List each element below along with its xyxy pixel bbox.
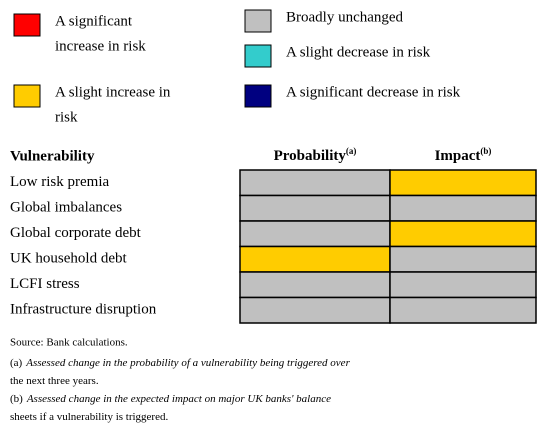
legend-label: Broadly unchanged <box>286 9 404 25</box>
legend-swatch <box>13 84 41 108</box>
footnote-marker: (b) <box>10 393 23 405</box>
row-label: UK household debt <box>10 251 127 267</box>
risk-cell <box>239 194 391 222</box>
row-label: Global imbalances <box>10 200 122 216</box>
risk-cell <box>389 271 537 299</box>
footnote-text: Assessed change in the expected impact o… <box>26 393 331 405</box>
row-label: Global corporate debt <box>10 225 142 241</box>
legend-swatch <box>244 9 272 33</box>
risk-cell <box>389 194 537 222</box>
risk-cell <box>389 169 537 197</box>
footnote: (a) Assessed change in the probability of… <box>10 357 351 369</box>
legend-label: A slight decrease in risk <box>286 44 431 60</box>
legend-label: A slight increase in <box>55 84 171 100</box>
risk-cell <box>239 271 391 299</box>
risk-cell <box>389 296 537 324</box>
row-label: Low risk premia <box>10 174 109 190</box>
risk-cell <box>239 169 391 197</box>
risk-cell <box>239 296 391 324</box>
source-note: Source: Bank calculations. <box>10 337 128 349</box>
column-header: Probability(a) <box>274 146 357 164</box>
column-header-text: Impact <box>435 148 481 164</box>
risk-cell <box>389 245 537 273</box>
footnote: (b) Assessed change in the expected impac… <box>10 393 331 405</box>
legend-swatch <box>244 44 272 68</box>
legend-label: A significant decrease in risk <box>286 84 461 100</box>
legend-label: increase in risk <box>55 38 146 54</box>
footnote: sheets if a vulnerability is triggered. <box>10 411 168 423</box>
risk-cell <box>389 220 537 248</box>
legend-label: A significant <box>55 13 133 29</box>
footnote-text: Assessed change in the probability of a … <box>25 357 350 369</box>
legend-label: risk <box>55 109 78 125</box>
column-header-sup: (b) <box>480 146 491 156</box>
header-row-label: Vulnerability <box>10 148 95 164</box>
column-header: Impact(b) <box>435 146 492 164</box>
row-label: LCFI stress <box>10 276 80 292</box>
footnote: the next three years. <box>10 375 99 387</box>
risk-cell <box>239 220 391 248</box>
footnote-marker: (a) <box>10 357 23 369</box>
footnote-text: sheets if a vulnerability is triggered. <box>10 411 168 423</box>
risk-cell <box>239 245 391 273</box>
column-header-text: Probability <box>274 148 347 164</box>
row-label: Infrastructure disruption <box>10 302 157 318</box>
legend-swatch <box>244 84 272 108</box>
column-header-sup: (a) <box>346 146 357 156</box>
legend-swatch <box>13 13 41 37</box>
footnote-text: the next three years. <box>10 375 99 387</box>
